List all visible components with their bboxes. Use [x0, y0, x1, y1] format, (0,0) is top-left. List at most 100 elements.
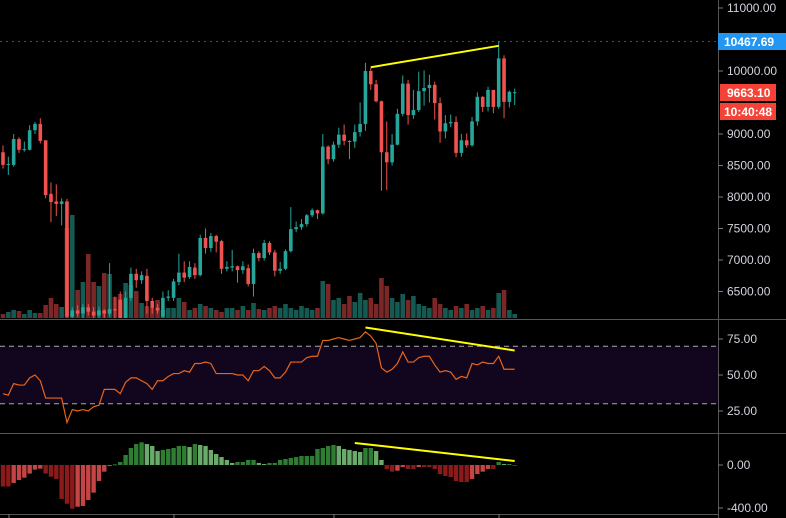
- volume-bar: [299, 306, 304, 318]
- price-trendline[interactable]: [370, 44, 499, 69]
- candle-body: [27, 130, 32, 150]
- candle-body: [470, 121, 474, 146]
- volume-bar: [165, 308, 171, 318]
- volume-bar: [411, 296, 416, 318]
- candle-body: [107, 309, 112, 314]
- volume-bar: [16, 311, 22, 318]
- volume-bar: [496, 293, 501, 318]
- candle-body: [113, 309, 117, 311]
- candle-body: [379, 101, 384, 153]
- price-tick-label: 10000.00: [727, 64, 777, 78]
- macd-histogram-bar: [107, 465, 112, 467]
- volume-bar: [485, 310, 491, 318]
- macd-histogram-bar: [22, 465, 27, 478]
- candle-body: [171, 281, 176, 298]
- volume-bar: [384, 286, 390, 318]
- volume-bar: [304, 308, 310, 318]
- volume-bar: [416, 304, 422, 318]
- price-tick-label: 8500.00: [727, 159, 771, 173]
- volume-bar: [400, 294, 406, 318]
- macd-histogram-bar: [325, 445, 331, 465]
- candle-body: [427, 84, 432, 89]
- volume-bar: [395, 302, 400, 318]
- candle-body: [65, 201, 69, 317]
- macd-histogram-bar: [139, 442, 144, 465]
- candle-body: [347, 140, 352, 142]
- macd-histogram-bar: [0, 465, 6, 487]
- candle-body: [305, 215, 309, 225]
- volume-bar: [213, 310, 219, 318]
- volume-bar: [437, 304, 443, 318]
- macd-histogram-bar: [155, 451, 160, 465]
- macd-tick-label: 0.00: [727, 458, 751, 472]
- volume-bar: [325, 284, 331, 318]
- candle-body: [384, 152, 389, 163]
- candle-body: [273, 252, 277, 271]
- macd-histogram-bar: [251, 459, 256, 465]
- candle-body: [267, 242, 272, 253]
- candle-body: [123, 297, 128, 318]
- macd-histogram-bar: [75, 465, 80, 507]
- macd-histogram-bar: [512, 465, 517, 466]
- macd-histogram-bar: [432, 465, 437, 469]
- candle-body: [368, 71, 373, 85]
- macd-histogram-bar: [134, 444, 139, 465]
- volume-bar: [352, 302, 358, 318]
- candle-body: [443, 123, 448, 132]
- macd-histogram-bar: [464, 465, 469, 482]
- macd-pane[interactable]: [0, 441, 517, 509]
- candle-body: [289, 229, 293, 252]
- macd-histogram-bar: [368, 448, 373, 465]
- candle-body: [395, 113, 400, 145]
- macd-histogram-bar: [27, 465, 32, 474]
- macd-histogram-bar: [123, 455, 128, 465]
- candle-body: [198, 237, 203, 276]
- volume-bar: [432, 298, 438, 318]
- candle-body: [262, 242, 266, 259]
- volume-bar: [32, 313, 38, 318]
- candle-body: [86, 307, 91, 312]
- candle-body: [235, 266, 240, 271]
- volume-bar: [11, 310, 16, 318]
- volume-bar: [75, 290, 80, 318]
- volume-bar: [309, 310, 315, 318]
- last-price-label: 9663.10: [727, 86, 771, 100]
- price-tick-label: 9000.00: [727, 127, 771, 141]
- candle-body: [75, 310, 80, 314]
- macd-histogram-bar: [453, 465, 459, 482]
- candle-body: [352, 132, 357, 142]
- candle-body: [59, 201, 64, 204]
- candle-body: [416, 91, 421, 111]
- volume-bar: [101, 273, 107, 318]
- volume-bar: [480, 306, 485, 318]
- candle-body: [411, 110, 416, 116]
- candle-body: [374, 84, 378, 102]
- volume-bar: [48, 298, 54, 318]
- macd-histogram-bar: [416, 465, 421, 468]
- macd-histogram-bar: [38, 465, 43, 469]
- price-pane[interactable]: [0, 41, 718, 318]
- macd-trendline[interactable]: [354, 441, 515, 463]
- volume-bar: [38, 313, 43, 318]
- volume-bar: [96, 286, 102, 318]
- macd-histogram-bar: [448, 465, 453, 478]
- volume-bar: [357, 293, 363, 318]
- volume-bar: [133, 291, 139, 318]
- candle-body: [454, 122, 458, 153]
- candle-body: [459, 140, 464, 153]
- volume-bar: [277, 308, 283, 318]
- volume-bar: [469, 310, 475, 318]
- high-price-label: 10467.69: [724, 35, 774, 49]
- macd-histogram-bar: [6, 465, 11, 487]
- rsi-pane[interactable]: [0, 326, 718, 425]
- countdown-tag: [720, 103, 776, 120]
- macd-histogram-bar: [214, 454, 219, 465]
- rsi-trendline[interactable]: [365, 326, 515, 352]
- volume-bar: [267, 308, 272, 318]
- macd-histogram-bar: [400, 465, 405, 468]
- candle-body: [214, 236, 218, 242]
- macd-histogram-bar: [118, 461, 123, 465]
- volume-bar: [219, 312, 224, 318]
